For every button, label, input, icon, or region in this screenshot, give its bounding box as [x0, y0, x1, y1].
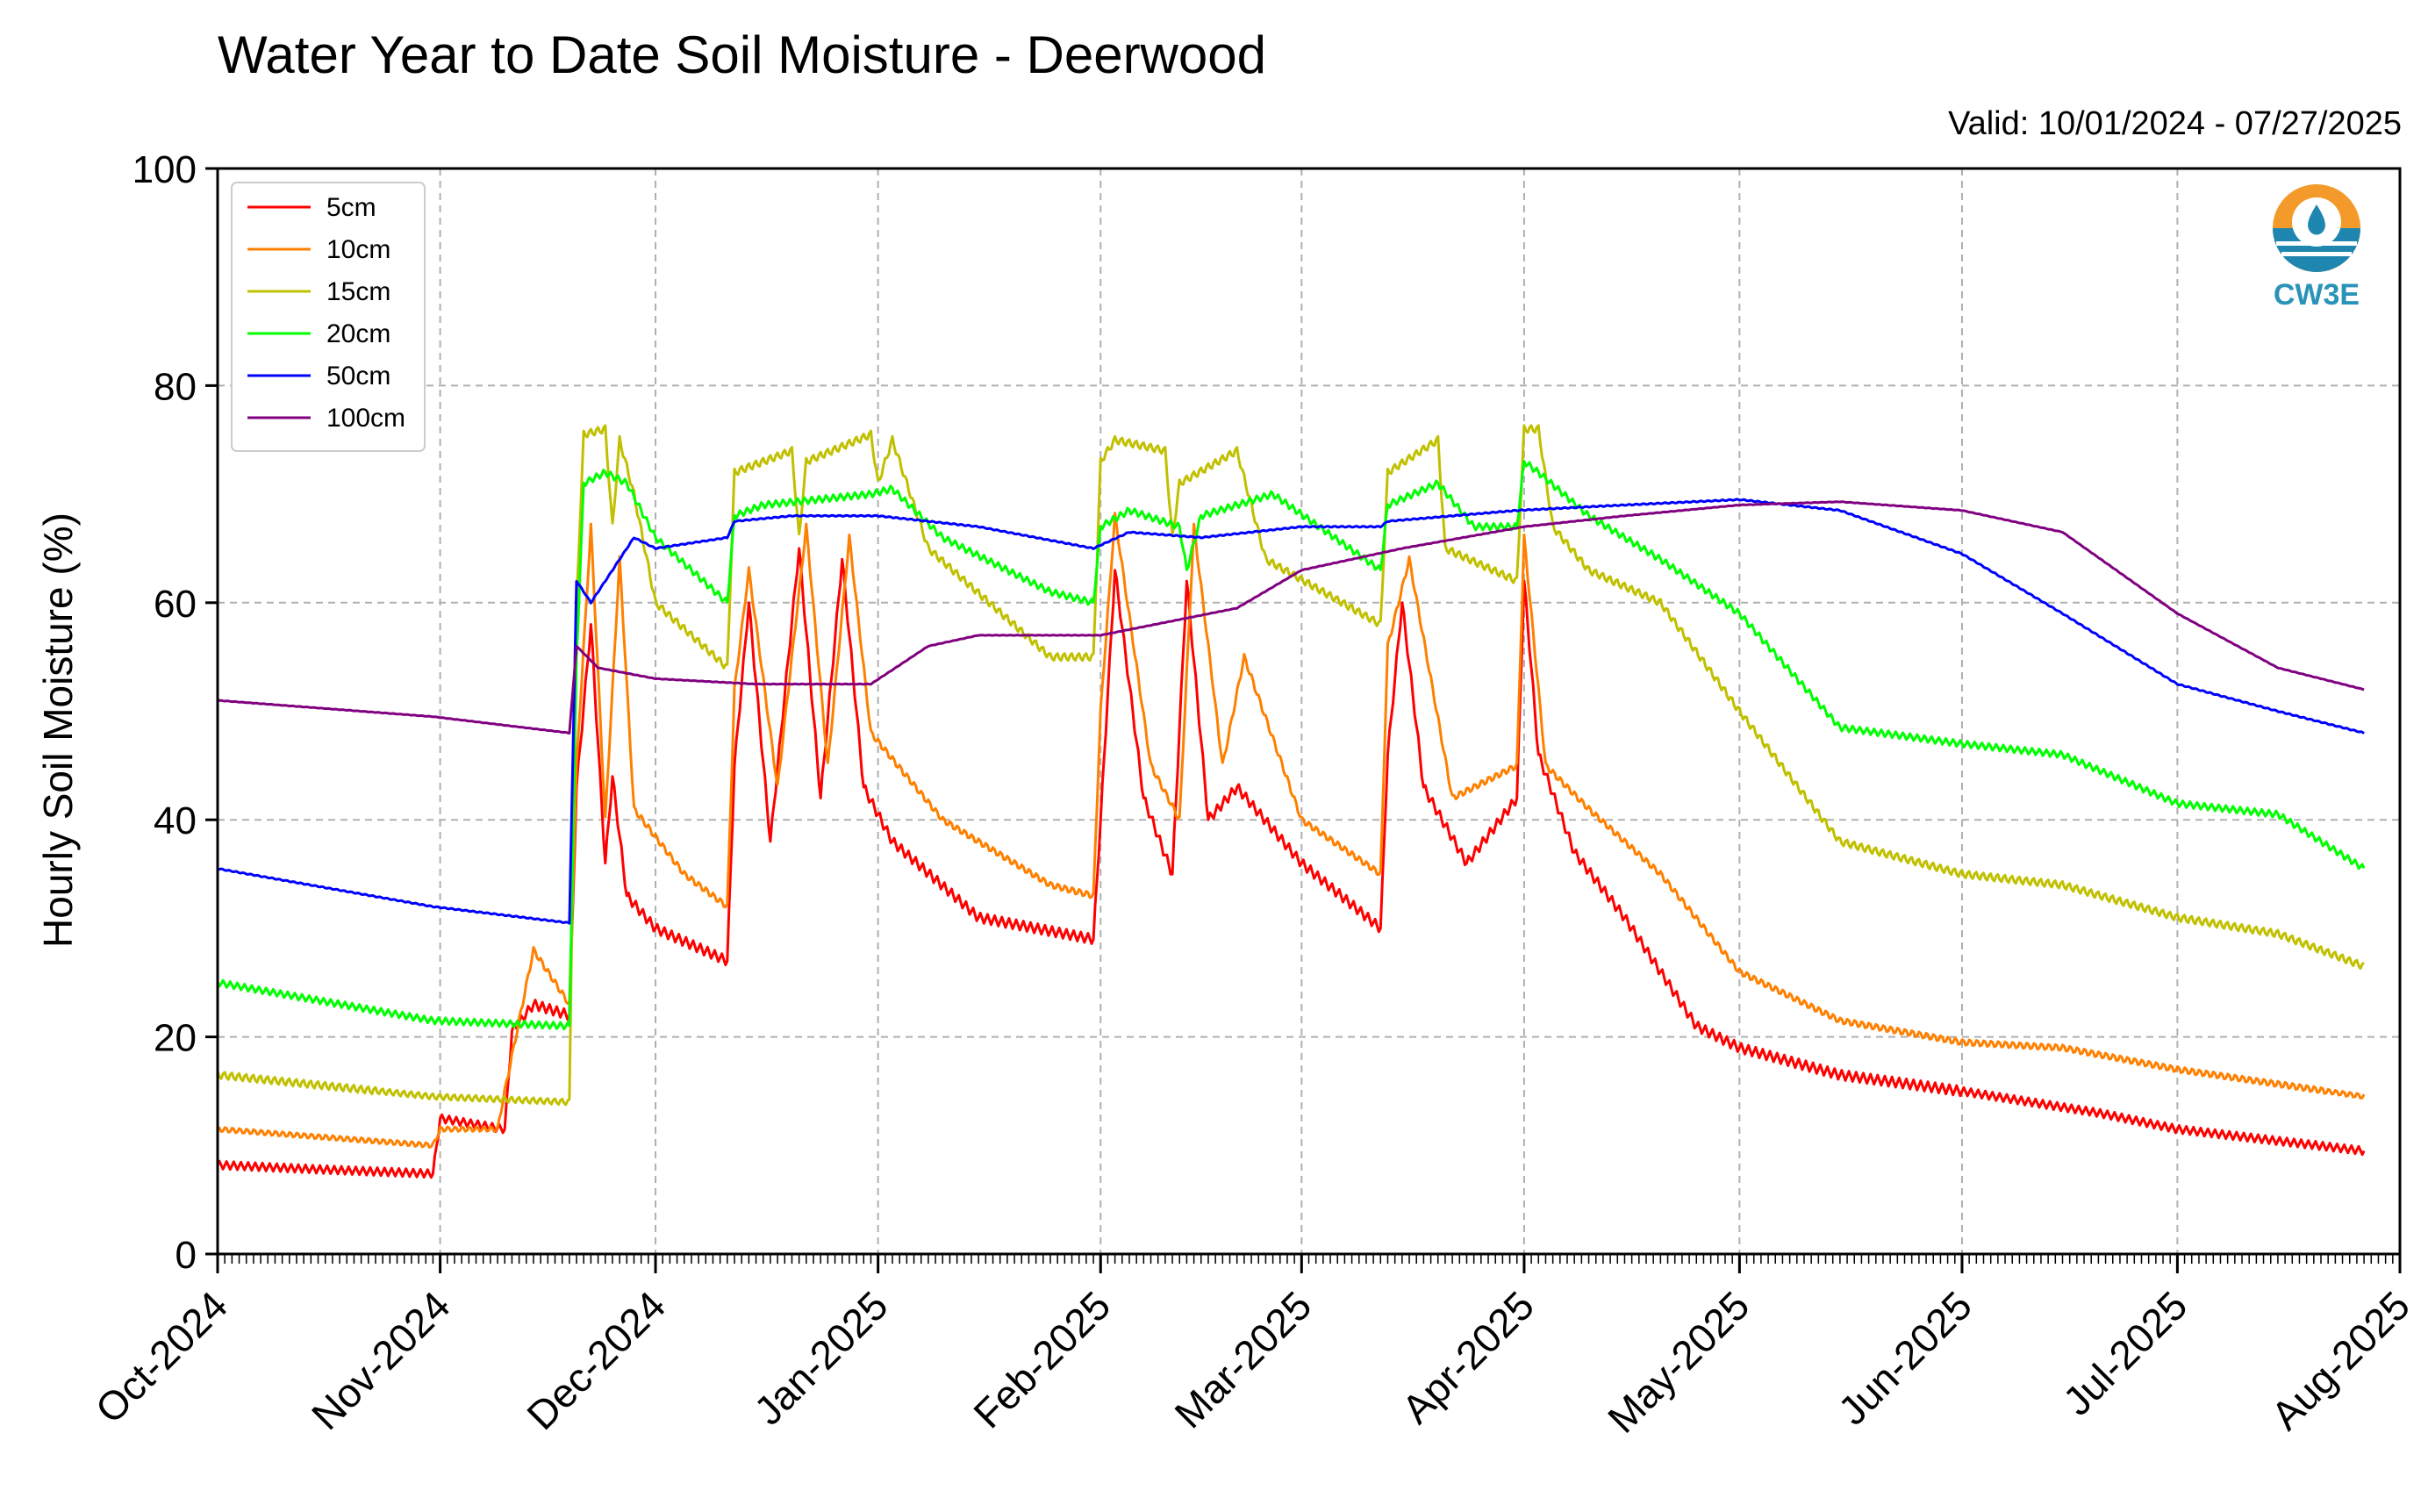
cw3e-logo: CW3E — [2255, 180, 2378, 320]
x-tick-label: Apr-2025 — [1393, 1282, 1543, 1432]
legend-label: 100cm — [326, 404, 405, 433]
y-tick-label: 80 — [154, 365, 197, 408]
legend-label: 5cm — [326, 193, 376, 222]
x-tick-label: Nov-2024 — [303, 1282, 459, 1438]
chart-title: Water Year to Date Soil Moisture - Deerw… — [218, 25, 1266, 84]
y-tick-label: 60 — [154, 583, 197, 626]
legend-label: 20cm — [326, 319, 390, 348]
x-tick-label: Jul-2025 — [2054, 1282, 2196, 1424]
x-tick-label: Dec-2024 — [518, 1282, 674, 1438]
y-tick-label: 40 — [154, 799, 197, 842]
logo-text: CW3E — [2273, 278, 2360, 312]
x-tick-label: Mar-2025 — [1165, 1282, 1320, 1437]
legend-label: 10cm — [326, 235, 390, 264]
cw3e-water-drop-icon — [2273, 184, 2360, 272]
series-line-50cm — [217, 498, 2365, 925]
legend: 5cm 10cm 15cm 20cm 50cm 100cm — [231, 182, 426, 452]
y-tick-label: 100 — [133, 148, 197, 191]
x-tick-label: Aug-2025 — [2262, 1282, 2418, 1438]
x-tick-label: May-2025 — [1599, 1282, 1758, 1441]
legend-label: 50cm — [326, 362, 390, 391]
valid-date-range: Valid: 10/01/2024 - 07/27/2025 — [1948, 105, 2402, 142]
series-line-20cm — [216, 460, 2366, 1031]
plot-frame — [216, 167, 2402, 1256]
x-tick-label: Oct-2024 — [87, 1282, 237, 1432]
series-line-10cm — [217, 512, 2366, 1149]
y-tick-label: 20 — [154, 1017, 197, 1060]
x-tick-label: Jan-2025 — [745, 1282, 896, 1433]
series-line-100cm — [217, 500, 2365, 735]
grid — [218, 168, 2400, 1254]
legend-label: 15cm — [326, 277, 390, 306]
series-line-5cm — [216, 547, 2366, 1179]
x-tick-label: Feb-2025 — [964, 1282, 1119, 1437]
y-tick-label: 0 — [175, 1234, 197, 1277]
series-lines — [216, 424, 2366, 1179]
axis-ticks: 0 20 40 60 80 100 Oct-2024 Nov-2024 Dec-2024 Jan-… — [87, 148, 2419, 1442]
x-tick-label: Jun-2025 — [1830, 1282, 1980, 1433]
